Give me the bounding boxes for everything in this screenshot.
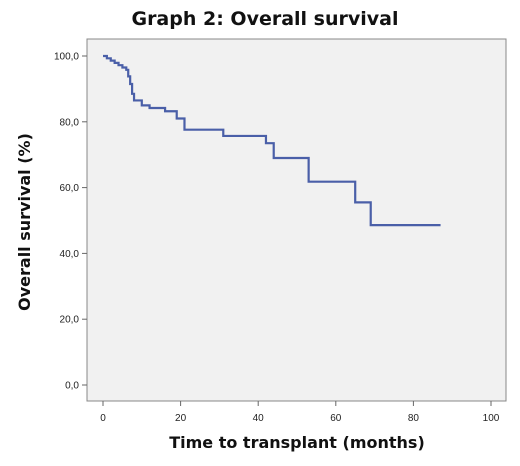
plot-area	[86, 38, 507, 402]
y-tick-label: 20,0	[60, 315, 80, 326]
y-tick-label: 40,0	[60, 249, 80, 260]
y-tick-label: 0,0	[65, 381, 79, 392]
x-axis-label: Time to transplant (months)	[169, 433, 425, 452]
x-tick-label: 0	[100, 413, 106, 424]
y-tick-label: 80,0	[60, 117, 80, 128]
x-axis-ticks: 0 20 40 60 80 100	[100, 401, 500, 424]
y-axis-label: Overall survival (%)	[15, 133, 34, 311]
chart-title: Graph 2: Overall survival	[131, 8, 398, 30]
survival-curve	[103, 54, 441, 227]
y-tick-label: 60,0	[60, 183, 80, 194]
y-tick-label: 100,0	[54, 52, 79, 63]
x-tick-label: 80	[408, 413, 420, 424]
x-tick-label: 60	[330, 413, 342, 424]
x-tick-label: 20	[175, 413, 187, 424]
x-tick-label: 100	[483, 413, 500, 424]
x-tick-label: 40	[253, 413, 265, 424]
y-axis-ticks: 0,0 20,0 40,0 60,0 80,0 100,0	[54, 52, 87, 392]
